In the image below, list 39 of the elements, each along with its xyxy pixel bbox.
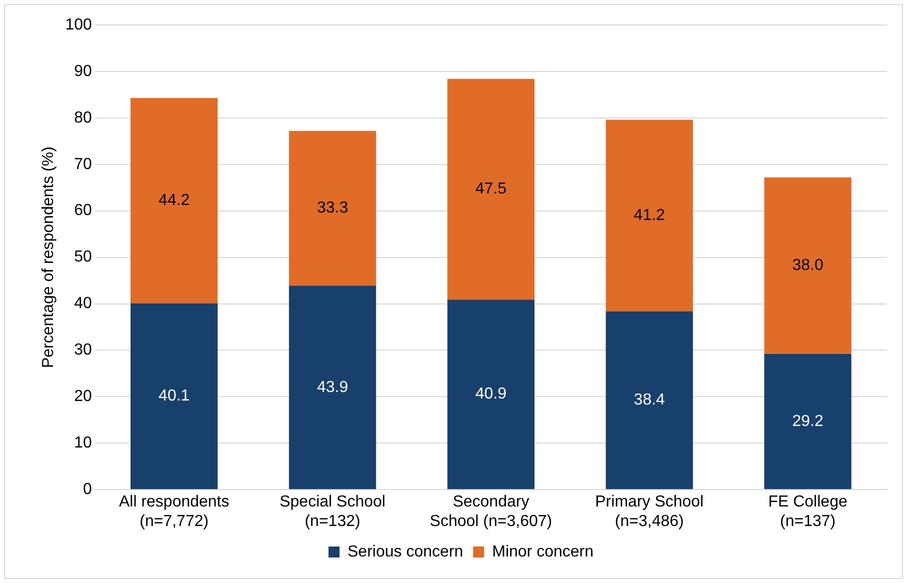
bar <box>288 130 376 286</box>
data-label: 47.5 <box>475 180 507 198</box>
bar <box>130 303 218 490</box>
y-tick-label: 0 <box>82 481 92 498</box>
bar <box>447 78 535 300</box>
bar <box>447 300 535 490</box>
data-label: 38.0 <box>792 257 824 274</box>
y-tick-label: 60 <box>74 202 92 220</box>
legend-label: Serious concern <box>348 543 464 560</box>
data-label: 41.2 <box>634 206 666 224</box>
data-label: 44.2 <box>158 192 190 210</box>
x-tick-label: Primary School (n=3,486) <box>595 494 704 530</box>
bar <box>764 177 852 354</box>
y-tick-label: 80 <box>74 109 92 126</box>
bar <box>130 98 218 304</box>
data-label: 43.9 <box>316 378 348 396</box>
bar <box>288 286 376 490</box>
x-tick-label: All respondents (n=7,772) <box>118 494 230 530</box>
y-axis-title: Percentage of respondents (%) <box>40 146 58 368</box>
y-tick-label: 10 <box>74 434 92 452</box>
y-tick-label: 100 <box>65 16 92 34</box>
data-label: 40.1 <box>158 388 190 405</box>
bar <box>764 354 852 490</box>
y-tick-label: 70 <box>74 156 92 173</box>
data-label: 29.2 <box>792 412 824 430</box>
data-label: 33.3 <box>316 200 348 217</box>
data-label: 40.9 <box>475 386 507 403</box>
y-tick-label: 90 <box>74 62 92 80</box>
y-tick-label: 40 <box>74 295 92 312</box>
y-tick-label: 50 <box>74 248 92 266</box>
legend-label: Minor concern <box>492 543 594 560</box>
x-tick-label: Secondary School (n=3,607) <box>430 494 552 530</box>
data-label: 38.4 <box>634 392 666 409</box>
x-tick-label: Special School (n=132) <box>280 494 386 530</box>
bar <box>606 120 693 312</box>
x-tick-label: FE College (n=137) <box>768 494 848 530</box>
y-tick-label: 20 <box>74 388 92 406</box>
bar <box>606 311 693 490</box>
y-tick-label: 30 <box>74 342 92 359</box>
